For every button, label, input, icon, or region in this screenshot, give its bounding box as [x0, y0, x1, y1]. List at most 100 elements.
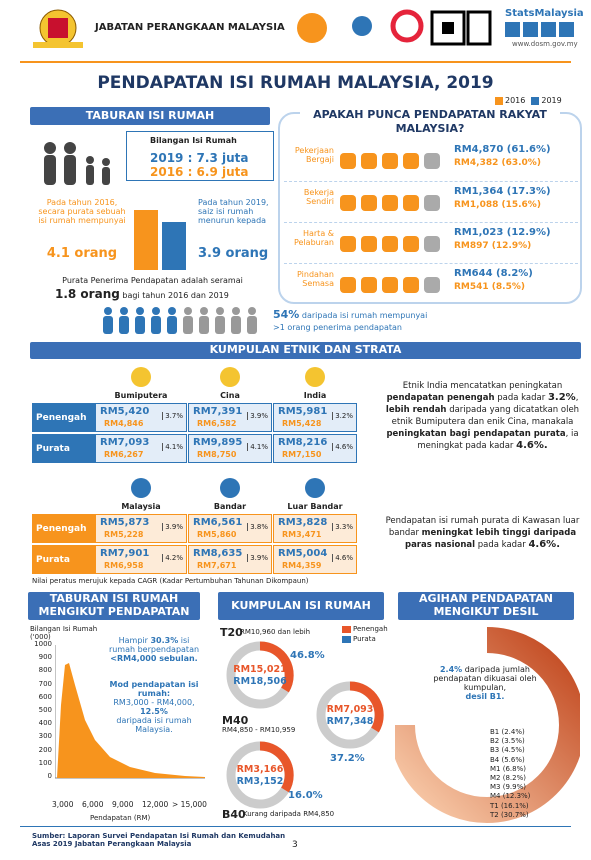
- t: Mod pendapatan isi rumah:: [109, 680, 199, 698]
- person-icon: [103, 316, 113, 334]
- person-icon: [136, 307, 144, 315]
- value-2019: RM5,873: [100, 517, 150, 528]
- person-icon: [247, 316, 257, 334]
- source-icons: [340, 277, 440, 293]
- url: www.dosm.gov.my: [512, 40, 578, 48]
- decile-item: M4 (12.3%): [490, 792, 531, 801]
- size-2016-text: Pada tahun 2016, secara purata sebuah is…: [38, 198, 126, 225]
- section-heading: KUMPULAN ISI RUMAH: [218, 592, 384, 620]
- person-icon: [183, 316, 193, 334]
- row-label: Penengah: [32, 403, 95, 432]
- value-2016: RM1,088 (15.6%): [454, 200, 541, 210]
- penengah: RM3,166: [236, 764, 284, 775]
- value-2019: RM1,023 (12.9%): [454, 227, 551, 238]
- group-name: B40: [222, 808, 246, 821]
- cell: RM5,420 RM4,846 3.7%: [95, 403, 187, 432]
- group-icon: [131, 478, 151, 498]
- decile-item: M1 (6.8%): [490, 764, 526, 773]
- icon: [361, 195, 377, 211]
- value-2016: RM4,846: [104, 419, 144, 428]
- icon: [305, 367, 325, 387]
- cagr: 3.2%: [332, 412, 353, 420]
- cell: RM5,873 RM5,228 3.9%: [95, 514, 187, 543]
- note-segment: pada kadar: [494, 393, 548, 403]
- footer-line: [20, 826, 571, 827]
- y-tick-label: 800: [38, 666, 52, 675]
- t: daripada isi rumah Malaysia.: [116, 716, 192, 734]
- value-2016: RM541 (8.5%): [454, 282, 525, 292]
- sources-heading: APAKAH PUNCA PENDAPATAN RAKYAT MALAYSIA?: [300, 108, 560, 138]
- share-line: 54% daripada isi rumah mempunyai: [273, 308, 427, 321]
- group-name: Cina: [220, 391, 240, 400]
- person-icon: [232, 307, 240, 315]
- value-2016: RM7,150: [282, 450, 322, 459]
- ethnic-note: Pendapatan isi rumah purata di Kawasan l…: [385, 515, 580, 551]
- value-2016: RM3,471: [282, 530, 322, 539]
- cagr: 3.3%: [332, 523, 353, 531]
- group-name: Bumiputera: [114, 391, 168, 400]
- value-2019: RM9,895: [193, 437, 243, 448]
- group-icon: [220, 478, 240, 498]
- earners-value: 1.8 orang: [55, 287, 120, 301]
- note-segment: daripada yang dicatatkan oleh etnik Bumi…: [391, 405, 580, 427]
- t: <RM4,000 sebulan.: [110, 654, 198, 663]
- y-tick-label: 300: [38, 732, 52, 741]
- icon: [382, 277, 398, 293]
- group-name: T20: [220, 626, 243, 639]
- cell: RM7,093 RM6,267 4.1%: [95, 434, 187, 463]
- icon: [131, 478, 151, 498]
- x-tick-label: > 15,000: [172, 800, 207, 809]
- group-range: RM4,850 - RM10,959: [222, 726, 296, 734]
- row-label: Penengah: [32, 514, 95, 543]
- cagr: 4.6%: [332, 443, 353, 451]
- earners-text: Purata Penerima Pendapatan adalah serama…: [62, 276, 243, 285]
- person-icon: [104, 307, 112, 315]
- t: desil B1.: [465, 692, 505, 701]
- legend-swatch: [342, 635, 351, 643]
- legend-label: Penengah: [353, 625, 388, 633]
- x-tick-label: 6,000: [82, 800, 104, 809]
- legend: 2016 2019: [495, 96, 562, 105]
- ring-share: [259, 741, 294, 793]
- earners-suffix: bagi tahun 2016 dan 2019: [122, 291, 229, 300]
- note-segment: Pendapatan isi rumah purata di Kawasan l…: [385, 516, 580, 538]
- y-tick-label: 700: [38, 679, 52, 688]
- person-icon: [216, 307, 224, 315]
- person-icon: [152, 307, 160, 315]
- note-segment: pada kadar: [475, 540, 529, 550]
- org-name: JABATAN PERANGKAAN MALAYSIA: [95, 22, 285, 33]
- value-2016: RM4,382 (63.0%): [454, 158, 541, 168]
- icon: [403, 236, 419, 252]
- t: isi rumah berpendapatan: [108, 636, 200, 654]
- legend-item: Penengah: [342, 625, 388, 633]
- note-segment: peningkatan bagi pendapatan purata: [386, 429, 566, 439]
- share-text2: >1 orang penerima pendapatan: [273, 323, 402, 332]
- note-segment: 4.6%.: [528, 539, 561, 550]
- cell: RM9,895 RM8,750 4.1%: [188, 434, 272, 463]
- source-icons: [340, 195, 440, 211]
- count-2016: 2016 : 6.9 juta: [150, 165, 249, 179]
- note-segment: meningkat lebih tinggi daripada paras na…: [404, 528, 577, 550]
- icon: [361, 236, 377, 252]
- source-label: Pekerjaan Bergaji: [294, 146, 334, 164]
- value-2016: RM6,958: [104, 561, 144, 570]
- icon: [361, 277, 377, 293]
- group-icon: [305, 367, 325, 387]
- note-segment: lebih rendah: [385, 405, 447, 415]
- source-label: Bekerja Sendiri: [303, 188, 334, 206]
- share: 37.2%: [330, 753, 365, 764]
- source-label: Harta & Pelaburan: [294, 229, 334, 247]
- value-2019: RM4,870 (61.6%): [454, 144, 551, 155]
- cell: RM5,981 RM5,428 3.2%: [273, 403, 357, 432]
- source-row: Bekerja Sendiri RM1,364 (17.3%) RM1,088 (1…: [284, 181, 578, 222]
- person-icon: [168, 307, 176, 315]
- group-name: Bandar: [213, 502, 247, 511]
- icon: [340, 195, 356, 211]
- legend-item: Purata: [342, 635, 388, 643]
- note-segment: Etnik India mencatatkan peningkatan: [402, 381, 563, 391]
- size-bars: [134, 210, 186, 270]
- cagr: 3.7%: [162, 412, 183, 420]
- section-heading: TABURAN ISI RUMAH: [30, 107, 270, 125]
- group-ring: [226, 641, 294, 709]
